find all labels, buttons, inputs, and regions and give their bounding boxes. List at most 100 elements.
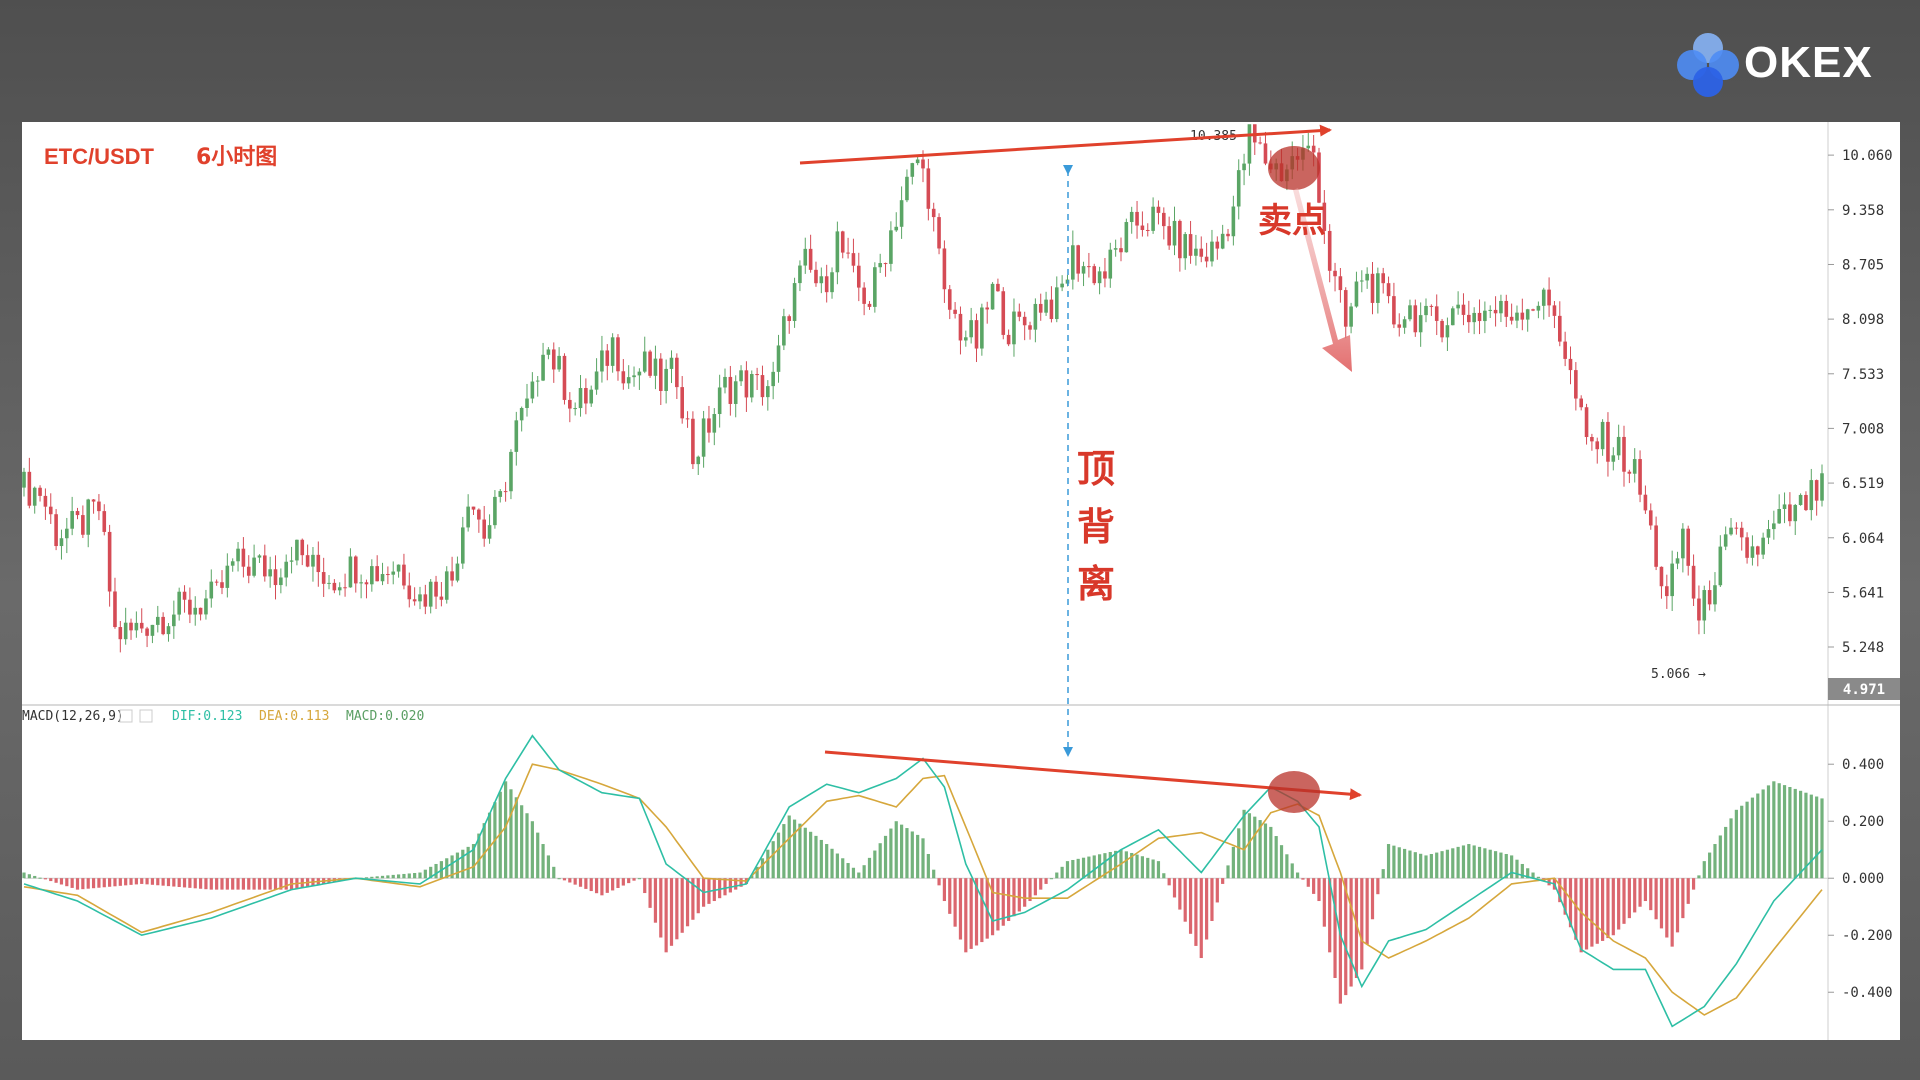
candle-body: [637, 371, 642, 376]
macd-histogram-bar: [1809, 794, 1813, 879]
candle-body: [279, 577, 283, 586]
macd-histogram-bar: [1724, 826, 1728, 879]
candle-body: [889, 230, 893, 264]
macd-histogram-bar: [204, 878, 208, 890]
macd-histogram-bar: [1654, 878, 1658, 920]
macd-histogram-bar: [1734, 809, 1738, 879]
candle-body: [1038, 303, 1043, 313]
macd-histogram-bar: [766, 849, 770, 879]
macd-axis: 0.400 0.200 0.000 -0.200 -0.400: [1828, 757, 1893, 1001]
candle-body: [1782, 504, 1787, 510]
candle-body: [819, 276, 824, 284]
macd-histogram-bar: [1354, 878, 1359, 978]
candle-body: [225, 565, 230, 588]
macd-histogram-bar: [1221, 878, 1225, 884]
candle-body: [915, 159, 920, 164]
candle-body: [1376, 273, 1380, 303]
candle-body: [1049, 299, 1054, 320]
candle-body: [1488, 309, 1493, 311]
candle-body: [1798, 494, 1803, 505]
candle-body: [1424, 305, 1428, 316]
macd-histogram-bar: [279, 878, 283, 890]
macd-histogram-bar: [193, 878, 197, 889]
macd-histogram-bar: [370, 876, 374, 879]
candle-body: [557, 355, 561, 370]
macd-histogram-bar: [75, 878, 80, 890]
candle-body: [246, 566, 251, 576]
macd-histogram-bar: [1483, 848, 1487, 879]
downtrend-arrow: [1293, 188, 1352, 372]
macd-histogram-bar: [739, 878, 743, 887]
price-tick-label: 9.358: [1842, 203, 1884, 219]
macd-histogram-bar: [964, 878, 968, 953]
candle-body: [1820, 473, 1824, 501]
macd-histogram-bar: [546, 855, 551, 879]
macd-histogram-bar: [627, 878, 631, 884]
macd-histogram-bar: [1344, 878, 1348, 996]
macd-histogram-bar: [140, 878, 144, 884]
macd-histogram-bar: [514, 797, 518, 879]
macd-histogram-bar: [819, 839, 823, 879]
macd-histogram-bar: [1301, 878, 1305, 880]
macd-histogram-bar: [231, 878, 235, 890]
macd-tick-label: -0.400: [1842, 985, 1893, 1001]
candle-body: [1129, 211, 1134, 223]
macd-histogram-bar: [1456, 846, 1460, 879]
candle-body: [776, 345, 781, 372]
macd-histogram-bar: [284, 878, 288, 890]
candle-body: [1365, 273, 1369, 281]
candle-body: [1504, 300, 1509, 317]
macd-histogram-bar: [996, 878, 1000, 931]
macd-histogram-bar: [921, 838, 925, 879]
candle-body: [578, 388, 583, 409]
macd-histogram-bar: [675, 878, 679, 940]
price-tick-label: 8.705: [1842, 257, 1884, 273]
candle-body: [97, 501, 101, 512]
candle-body: [337, 587, 342, 591]
candle-body: [1461, 304, 1466, 315]
macd-histogram-bar: [161, 878, 165, 886]
macd-histogram-bar: [1820, 798, 1824, 879]
candle-body: [990, 283, 995, 310]
candle-body: [766, 386, 770, 398]
macd-histogram-bar: [1007, 878, 1011, 921]
low-marker-label: 5.066 →: [1651, 667, 1706, 682]
candles-layer: [22, 124, 1824, 653]
candle-body: [728, 376, 733, 404]
candle-body: [1343, 290, 1348, 327]
macd-histogram-bar: [578, 878, 583, 887]
legend-close-icon[interactable]: [139, 709, 153, 723]
sell-point-label: 卖点: [1258, 201, 1326, 241]
candle-body: [894, 226, 899, 231]
macd-histogram-bar: [1574, 878, 1578, 940]
candle-body: [118, 627, 123, 640]
macd-histogram-bar: [830, 848, 834, 879]
candle-body: [359, 582, 363, 584]
candle-body: [1242, 163, 1246, 171]
candle-body: [1766, 529, 1771, 538]
macd-histogram-bar: [1317, 878, 1321, 902]
candle-body: [594, 371, 599, 390]
macd-histogram-bar: [637, 878, 641, 880]
macd-histogram-bar: [1087, 856, 1091, 879]
candle-body: [1552, 305, 1557, 316]
candle-body: [1681, 528, 1685, 559]
candle-body: [1611, 455, 1616, 462]
macd-histogram-bar: [1103, 853, 1107, 879]
candle-body: [113, 591, 117, 628]
candle-body: [1531, 309, 1535, 311]
macd-histogram-bar: [573, 878, 577, 885]
candle-body: [1434, 306, 1439, 321]
macd-histogram-bar: [846, 863, 850, 879]
legend-settings-icon[interactable]: [119, 709, 133, 723]
candle-body: [1804, 494, 1808, 511]
price-tick-label: 8.098: [1842, 312, 1884, 328]
macd-histogram-bar: [1788, 787, 1792, 879]
candle-body: [873, 267, 877, 307]
candle-body: [921, 159, 925, 169]
candle-body: [1665, 586, 1669, 597]
macd-histogram-bar: [1124, 851, 1128, 879]
macd-histogram-bar: [252, 878, 256, 890]
candle-body: [1071, 245, 1075, 280]
candle-body: [193, 607, 198, 615]
